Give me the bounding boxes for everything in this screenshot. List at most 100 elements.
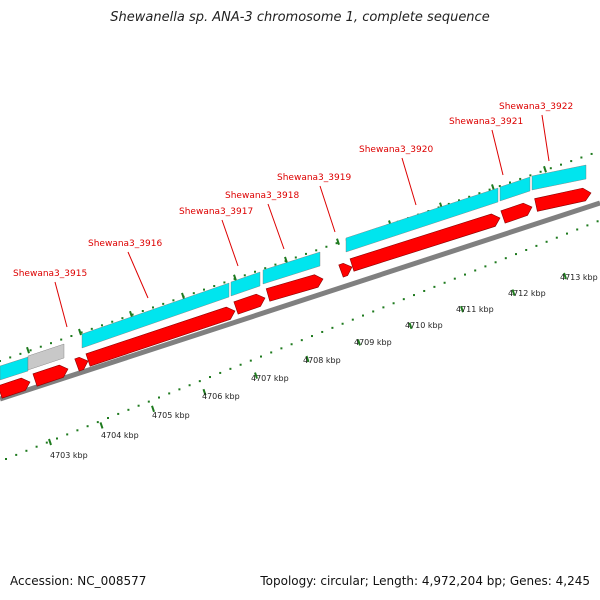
tick-minor bbox=[15, 453, 18, 456]
tick-minor bbox=[5, 458, 7, 460]
callout-leader bbox=[541, 114, 550, 162]
tick-minor bbox=[596, 220, 599, 223]
tick-minor bbox=[560, 163, 562, 166]
gene-arrow bbox=[0, 377, 31, 399]
tick-minor bbox=[90, 327, 93, 330]
tick-minor bbox=[580, 156, 583, 159]
kbp-label: 4709 kbp bbox=[354, 338, 392, 347]
tick-minor bbox=[325, 245, 328, 248]
tick-minor bbox=[488, 188, 491, 191]
gene-label: Shewana3_3922 bbox=[499, 102, 573, 112]
kbp-label: 4706 kbp bbox=[202, 392, 240, 401]
tick-minor bbox=[539, 170, 542, 173]
tick-minor bbox=[519, 177, 522, 180]
accession-text: Accession: NC_008577 bbox=[10, 574, 147, 588]
tick-minor bbox=[535, 244, 538, 247]
callout-leader bbox=[319, 185, 336, 233]
tick-major bbox=[511, 289, 516, 296]
tick-minor bbox=[274, 263, 277, 266]
feature-track bbox=[0, 164, 587, 381]
tick-major bbox=[78, 328, 82, 336]
tick-minor bbox=[264, 267, 267, 270]
tick-minor bbox=[300, 339, 303, 342]
feature-block bbox=[531, 164, 587, 191]
tick-minor bbox=[158, 396, 160, 399]
tick-minor bbox=[586, 224, 589, 227]
tick-minor bbox=[219, 371, 222, 374]
tick-major bbox=[563, 272, 567, 280]
gene-callouts: Shewana3_3915 Shewana3_3916 Shewana3_3917 S… bbox=[13, 102, 573, 328]
tick-minor bbox=[321, 330, 324, 333]
gene-arrow bbox=[349, 213, 501, 272]
tick-minor bbox=[382, 306, 385, 309]
tick-minor bbox=[254, 270, 256, 273]
tick-minor bbox=[121, 317, 124, 320]
tick-major bbox=[284, 256, 288, 264]
tick-major bbox=[26, 346, 30, 354]
feature-block bbox=[230, 271, 261, 297]
kbp-label: 4703 kbp bbox=[50, 451, 88, 460]
tick-major bbox=[408, 322, 413, 330]
tick-major bbox=[151, 405, 155, 413]
gene-label: Shewana3_3917 bbox=[179, 207, 253, 217]
tick-minor bbox=[117, 412, 120, 415]
tick-minor bbox=[555, 236, 558, 239]
feature-block bbox=[262, 251, 321, 285]
tick-minor bbox=[209, 376, 211, 379]
gene-arrow bbox=[338, 262, 353, 278]
tick-minor bbox=[25, 449, 28, 452]
tick-major bbox=[202, 388, 207, 396]
tick-minor bbox=[29, 349, 32, 352]
tick-major bbox=[233, 274, 237, 282]
tick-minor bbox=[311, 335, 313, 338]
gene-arrow bbox=[233, 293, 266, 315]
tick-minor bbox=[60, 338, 63, 341]
gene-label: Shewana3_3921 bbox=[449, 117, 523, 127]
feature-block bbox=[499, 176, 531, 202]
tick-major bbox=[543, 165, 547, 173]
tick-minor bbox=[341, 322, 344, 325]
tick-minor bbox=[127, 408, 130, 411]
tick-major bbox=[357, 339, 361, 346]
tick-minor bbox=[198, 380, 201, 383]
tick-minor bbox=[335, 242, 338, 245]
tick-minor bbox=[362, 314, 364, 317]
tick-minor bbox=[566, 232, 568, 235]
tick-minor bbox=[464, 273, 466, 276]
gene-arrow bbox=[500, 202, 533, 224]
callout-leader bbox=[127, 251, 149, 299]
tick-minor bbox=[478, 192, 481, 195]
gene-label: Shewana3_3918 bbox=[225, 191, 299, 201]
map-title: Shewanella sp. ANA-3 chromosome 1, compl… bbox=[110, 10, 490, 25]
tick-minor bbox=[9, 356, 12, 359]
tick-minor bbox=[172, 299, 175, 302]
tick-minor bbox=[423, 289, 426, 292]
gene-arrow bbox=[265, 274, 324, 302]
gene-arrow bbox=[85, 306, 236, 367]
tick-minor bbox=[101, 324, 103, 327]
feature-block bbox=[27, 343, 65, 371]
gene-label: Shewana3_3920 bbox=[359, 145, 433, 155]
callout-leader bbox=[267, 203, 285, 250]
kbp-label: 4708 kbp bbox=[303, 356, 341, 365]
tick-minor bbox=[305, 252, 307, 255]
tick-minor bbox=[260, 355, 262, 358]
tick-minor bbox=[474, 269, 477, 272]
callout-leader bbox=[54, 281, 68, 328]
kbp-label: 4707 kbp bbox=[251, 374, 289, 383]
tick-minor bbox=[249, 359, 252, 362]
tick-minor bbox=[50, 342, 52, 345]
tick-minor bbox=[331, 326, 334, 329]
gene-arrow bbox=[32, 364, 69, 387]
gene-arrow bbox=[534, 187, 592, 212]
tick-minor bbox=[66, 433, 69, 436]
tick-minor bbox=[484, 265, 487, 268]
topology-text: Topology: circular; Length: 4,972,204 bp… bbox=[260, 574, 590, 588]
tick-minor bbox=[545, 240, 548, 243]
tick-minor bbox=[509, 181, 511, 184]
backbone-track bbox=[0, 200, 600, 402]
tick-minor bbox=[70, 335, 73, 338]
kbp-label: 4713 kbp bbox=[560, 273, 598, 282]
tick-minor bbox=[270, 351, 273, 354]
